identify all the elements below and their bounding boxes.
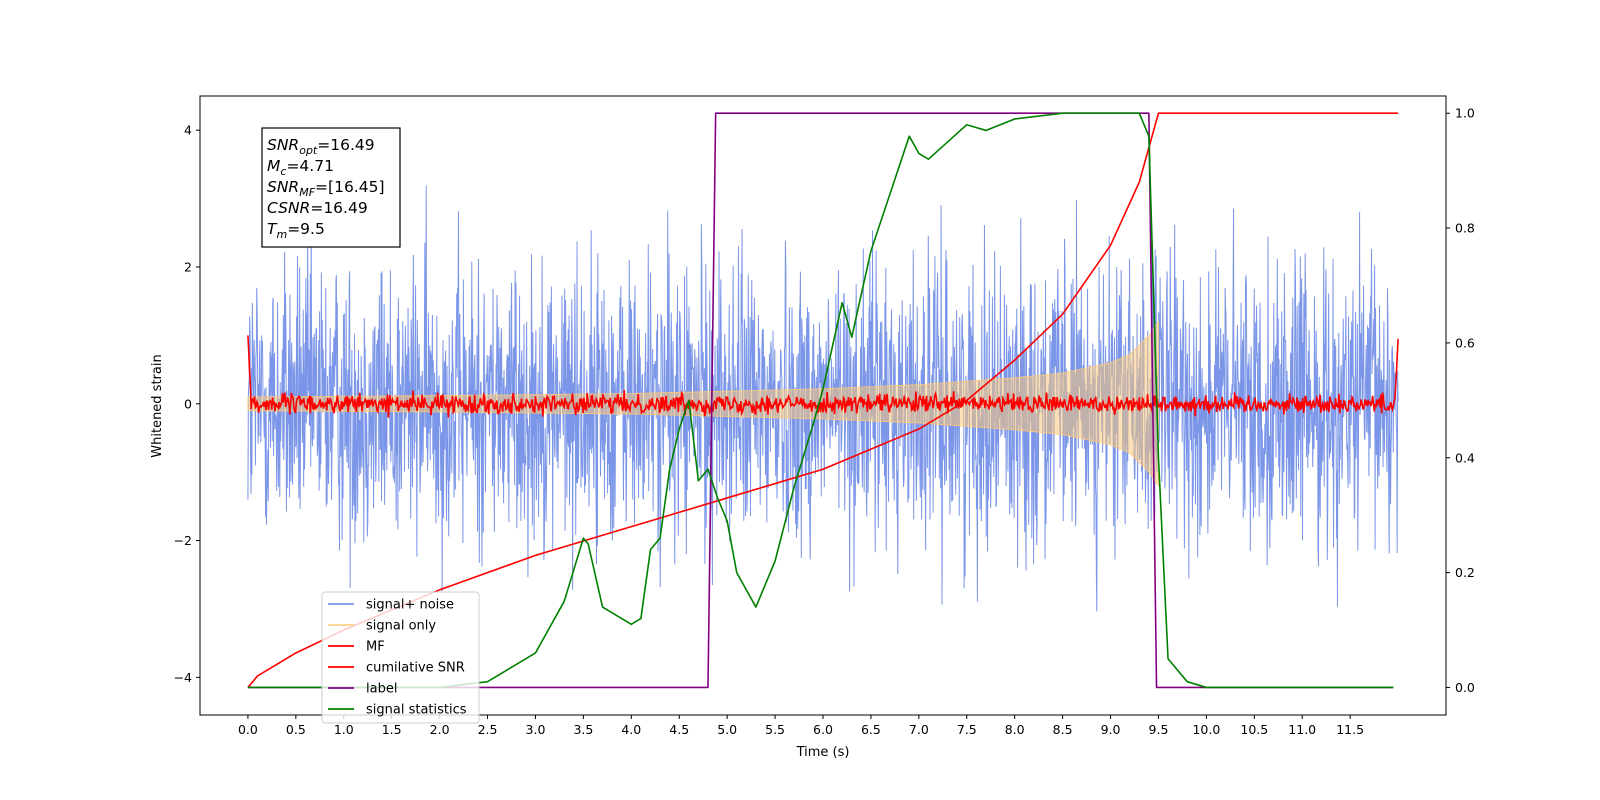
- x-tick-label: 9.0: [1101, 722, 1121, 737]
- x-tick-label: 2.0: [430, 722, 450, 737]
- x-tick-label: 0.5: [286, 722, 306, 737]
- x-tick-label: 3.5: [573, 722, 593, 737]
- y-right-tick-label: 0.6: [1455, 335, 1475, 350]
- legend-label: MF: [366, 640, 385, 655]
- x-tick-label: 1.5: [382, 722, 402, 737]
- x-tick-label: 6.0: [813, 722, 833, 737]
- x-tick-label: 2.5: [478, 722, 498, 737]
- x-tick-label: 6.5: [861, 722, 881, 737]
- legend-label: signal only: [366, 619, 436, 634]
- info-line: CSNR=16.49: [267, 199, 368, 217]
- x-tick-label: 7.5: [957, 722, 977, 737]
- y-axis-label: Whitened strain: [150, 354, 165, 457]
- axes: 0.0 0.5 1.0 1.5 2.0 2.5 3.0 3.5 4.0 4.5 5.0 5.5 6.0 6…: [174, 106, 1475, 737]
- y-right-tick-label: 0.2: [1455, 565, 1475, 580]
- y-right-tick-label: 1.0: [1455, 106, 1475, 121]
- y-tick-label: −4: [174, 670, 192, 685]
- x-tick-label: 11.0: [1288, 722, 1316, 737]
- legend: signal+ noise signal only MF cumilative SNR…: [321, 591, 480, 724]
- series-signal-statistics-line: [247, 112, 1394, 689]
- y-right-tick-label: 0.0: [1455, 680, 1475, 695]
- y-tick-label: 4: [184, 123, 192, 138]
- legend-label: signal+ noise: [366, 598, 454, 613]
- legend-frame: [321, 591, 480, 724]
- x-tick-label: 8.5: [1053, 722, 1073, 737]
- x-tick-label: 10.5: [1240, 722, 1268, 737]
- series-signal-only-line: [247, 320, 1159, 488]
- x-tick-label: 11.5: [1336, 722, 1364, 737]
- series-label-line: [247, 112, 1394, 689]
- info-box-frame: [261, 127, 401, 248]
- y-tick-label: 0: [184, 396, 192, 411]
- legend-label: signal statistics: [366, 703, 467, 718]
- x-tick-label: 9.5: [1149, 722, 1169, 737]
- info-line: SNRMF=[16.45]: [267, 178, 385, 199]
- x-tick-label: 4.0: [621, 722, 641, 737]
- y-right-tick-label: 0.8: [1455, 221, 1475, 236]
- x-tick-label: 0.0: [238, 722, 258, 737]
- x-tick-label: 3.0: [526, 722, 546, 737]
- y-right-tick-label: 0.4: [1455, 450, 1475, 465]
- x-tick-label: 8.0: [1005, 722, 1025, 737]
- legend-label: label: [366, 682, 397, 697]
- x-tick-label: 7.0: [909, 722, 929, 737]
- x-tick-label: 1.0: [334, 722, 354, 737]
- x-tick-label: 5.5: [765, 722, 785, 737]
- info-line: Tm=9.5: [267, 220, 325, 241]
- x-tick-label: 5.0: [717, 722, 737, 737]
- y-tick-label: −2: [174, 533, 192, 548]
- x-tick-label: 4.5: [669, 722, 689, 737]
- series-signal-noise-line: [247, 185, 1399, 612]
- x-axis-label: Time (s): [796, 745, 850, 760]
- y-tick-label: 2: [184, 259, 192, 274]
- info-box: SNRopt=16.49Mc=4.71SNRMF=[16.45]CSNR=16.…: [261, 127, 401, 248]
- series-mf-line: [247, 335, 1399, 418]
- info-line: SNRopt=16.49: [267, 136, 375, 157]
- info-line: Mc=4.71: [267, 157, 334, 178]
- legend-label: cumilative SNR: [366, 661, 465, 676]
- x-tick-label: 10.0: [1192, 722, 1220, 737]
